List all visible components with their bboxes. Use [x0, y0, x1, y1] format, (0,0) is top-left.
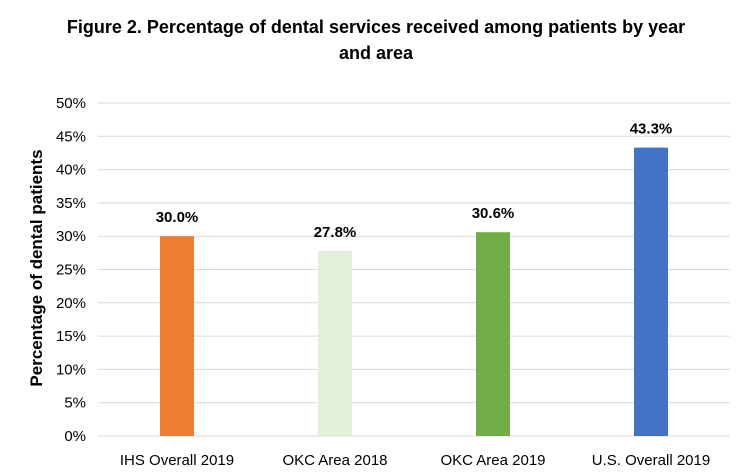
data-labels: 30.0% 27.8% 30.6% 43.3%: [156, 121, 673, 241]
x-axis-categories: IHS Overall 2019 OKC Area 2018 OKC Area 20…: [120, 452, 710, 469]
bar: [476, 232, 510, 436]
data-label: 27.8%: [314, 224, 357, 241]
chart-title-wrapper: Figure 2. Percentage of dental services …: [0, 14, 752, 66]
data-label: 30.6%: [472, 205, 515, 222]
x-category-label: IHS Overall 2019: [120, 452, 234, 469]
y-tick-label: 0%: [64, 428, 86, 445]
y-tick-label: 50%: [56, 95, 86, 112]
bars: [160, 147, 668, 436]
y-tick-label: 40%: [56, 162, 86, 179]
y-tick-label: 15%: [56, 328, 86, 345]
x-category-label: OKC Area 2019: [440, 452, 545, 469]
y-tick-label: 30%: [56, 228, 86, 245]
x-category-label: U.S. Overall 2019: [592, 452, 710, 469]
y-tick-label: 45%: [56, 128, 86, 145]
bar: [634, 147, 668, 436]
chart-title: Figure 2. Percentage of dental services …: [66, 17, 686, 63]
y-tick-label: 5%: [64, 395, 86, 412]
y-axis-ticks: 0% 5% 10% 15% 20% 25% 30% 35% 40% 45% 50%: [56, 95, 86, 445]
x-category-label: OKC Area 2018: [282, 452, 387, 469]
data-label: 43.3%: [630, 121, 673, 138]
bar: [318, 250, 352, 436]
y-axis-title: Percentage of dental patients: [27, 149, 46, 386]
y-tick-label: 10%: [56, 361, 86, 378]
gridlines: [98, 102, 730, 437]
y-tick-label: 25%: [56, 262, 86, 279]
bar: [160, 236, 194, 436]
data-label: 30.0%: [156, 209, 199, 226]
y-tick-label: 35%: [56, 195, 86, 212]
y-tick-label: 20%: [56, 295, 86, 312]
